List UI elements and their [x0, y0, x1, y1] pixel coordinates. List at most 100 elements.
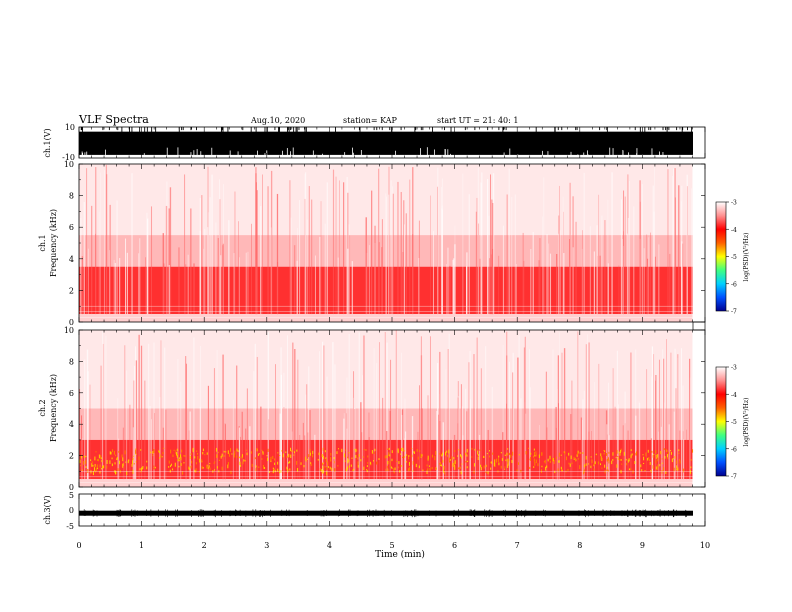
- spectrogram-peak-speckle: [150, 451, 152, 454]
- spectrogram-peak-speckle: [405, 454, 407, 456]
- spectrogram-peak-speckle: [426, 470, 428, 474]
- ch3-waveform-band: [79, 510, 693, 516]
- spectrogram-streak: [287, 335, 289, 480]
- spectrogram-streak: [492, 203, 494, 315]
- spectrogram-peak-speckle: [227, 450, 229, 454]
- spectrogram-peak-speckle: [508, 452, 510, 456]
- spectrogram-peak-speckle: [418, 465, 420, 469]
- spectrogram-streak: [635, 349, 637, 480]
- spectrogram-streak: [388, 166, 390, 315]
- spectrogram-peak-speckle: [545, 466, 547, 471]
- spectrogram-peak-speckle: [606, 458, 608, 462]
- spectrogram-streak: [241, 411, 243, 480]
- spectrogram-peak-speckle: [344, 453, 346, 458]
- spectrogram-streak: [219, 255, 222, 315]
- spectrogram-peak-speckle: [573, 456, 575, 459]
- spectrogram-peak-speckle: [153, 451, 155, 454]
- spectrogram-peak-speckle: [344, 460, 346, 462]
- spectrogram-peak-speckle: [443, 465, 445, 470]
- spectrogram-streak: [222, 243, 224, 315]
- spectrogram-streak: [489, 258, 491, 315]
- spectrogram-peak-speckle: [623, 451, 625, 456]
- spectrogram-peak-speckle: [95, 467, 97, 472]
- spectrogram-peak-speckle: [611, 460, 613, 465]
- spectrogram-peak-speckle: [117, 468, 119, 471]
- spectrogram-peak-speckle: [619, 449, 621, 454]
- spectrogram-peak-speckle: [498, 455, 500, 458]
- freq-tick-label: 6: [69, 223, 74, 232]
- spectrogram-streak: [376, 363, 378, 480]
- spectrogram-streak: [596, 225, 598, 315]
- spectrogram-streak: [289, 180, 291, 315]
- spectrogram-peak-speckle: [346, 466, 348, 470]
- spectrogram-peak-speckle: [628, 458, 630, 462]
- spectrogram-streak: [207, 385, 209, 480]
- spectrogram-peak-speckle: [139, 468, 141, 471]
- ch3-waveform-ylabel: ch.3(V): [43, 495, 52, 524]
- spectrogram-peak-speckle: [421, 454, 423, 457]
- spectrogram-peak-speckle: [206, 465, 208, 469]
- spectrogram-streak: [667, 169, 669, 315]
- spectrogram-peak-speckle: [575, 457, 577, 461]
- spectrogram-peak-speckle: [390, 466, 392, 469]
- spectrogram-peak-speckle: [477, 456, 479, 461]
- spectrogram-peak-speckle: [90, 459, 92, 461]
- spectrogram-peak-speckle: [489, 455, 491, 458]
- spectrogram-peak-speckle: [620, 469, 622, 474]
- spectrogram-peak-speckle: [178, 459, 180, 462]
- spectrogram-peak-speckle: [429, 468, 431, 472]
- spectrogram-peak-speckle: [363, 466, 365, 471]
- spectrogram-streak: [466, 411, 468, 480]
- spectrogram-peak-speckle: [647, 457, 649, 461]
- spectrogram-peak-speckle: [373, 459, 375, 462]
- spectrogram-peak-speckle: [281, 450, 283, 452]
- spectrogram-streak: [562, 196, 564, 315]
- spectrogram-peak-speckle: [504, 468, 506, 470]
- spectrogram-streak: [498, 255, 500, 315]
- spectrogram-peak-speckle: [607, 457, 609, 461]
- spectrogram-streak: [488, 215, 490, 315]
- spectrogram-peak-speckle: [460, 470, 462, 475]
- spectrogram-peak-speckle: [676, 465, 678, 468]
- spectrogram-peak-speckle: [158, 449, 160, 452]
- spectrogram-peak-speckle: [322, 447, 324, 451]
- spectrogram-peak-speckle: [661, 458, 663, 460]
- spectrogram-peak-speckle: [546, 465, 548, 468]
- spectrogram-streak: [686, 429, 687, 480]
- spectrogram-transition-region: [79, 408, 693, 440]
- spectrogram-peak-speckle: [617, 456, 619, 458]
- spectrogram-streak: [314, 434, 316, 480]
- spectrogram-streak: [593, 251, 596, 315]
- spectrogram-peak-speckle: [663, 467, 665, 471]
- spectrogram-peak-speckle: [441, 452, 443, 456]
- spectrogram-peak-speckle: [336, 451, 338, 455]
- spectrogram-peak-speckle: [267, 457, 269, 462]
- spectrogram-streak: [653, 354, 655, 480]
- spectrogram-streak: [478, 434, 481, 480]
- spectrogram-peak-speckle: [678, 449, 680, 452]
- spectrogram-streak: [105, 164, 108, 315]
- spectrogram-peak-speckle: [412, 461, 414, 465]
- spectrogram-peak-speckle: [447, 454, 449, 458]
- spectrogram-peak-speckle: [420, 453, 422, 458]
- spectrogram-peak-speckle: [641, 469, 643, 472]
- time-tick-label: 3: [264, 541, 269, 550]
- spectrogram-streak: [583, 172, 585, 315]
- ch1-colorbar-ticks: -3 -4 -5 -6 -7: [726, 200, 737, 316]
- spectrogram-peak-speckle: [644, 470, 646, 472]
- spectrogram-streak: [530, 249, 532, 315]
- spectrogram-peak-speckle: [161, 456, 163, 458]
- spectrogram-streak: [132, 427, 134, 480]
- spectrogram-peak-speckle: [309, 452, 311, 456]
- spectrogram-peak-speckle: [353, 449, 355, 451]
- spectrogram-streak: [119, 258, 121, 315]
- spectrogram-streak: [673, 411, 675, 480]
- spectrogram-streak: [682, 439, 685, 480]
- spectrogram-streak: [233, 253, 235, 315]
- spectrogram-peak-speckle: [352, 469, 354, 472]
- spectrogram-peak-speckle: [597, 461, 599, 464]
- spectrogram-streak: [185, 356, 187, 480]
- spectrogram-peak-speckle: [535, 453, 537, 457]
- spectrogram-streak: [246, 388, 248, 480]
- spectrogram-peak-speckle: [199, 458, 201, 463]
